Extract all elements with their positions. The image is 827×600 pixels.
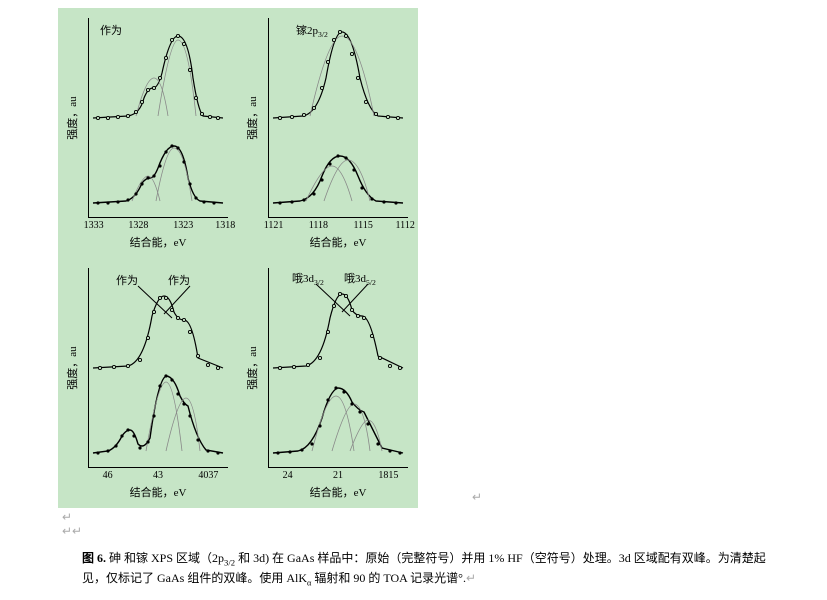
x-ticks: 46 43 4037 <box>88 470 228 484</box>
y-axis-label: 强度，au <box>64 346 80 389</box>
axis-box <box>88 268 228 468</box>
panel-label: 镓2p3/2 <box>296 22 328 39</box>
x-axis-label: 结合能，eV <box>268 234 408 250</box>
figure-panel: 作为 强度，au 1333 1328 1323 1318 结合能，eV <box>58 8 418 508</box>
y-axis-label: 强度，au <box>244 346 260 389</box>
subplot-as-3d: 作为 作为 强度，au 46 43 4037 结合能，eV <box>58 258 238 508</box>
paragraph-mark-icon: ↵ <box>472 490 482 505</box>
subplot-ga-2p: 镓2p3/2 强度，au 1121 1118 1115 1112 结合能，eV <box>238 8 418 258</box>
x-ticks: 1333 1328 1323 1318 <box>88 220 228 234</box>
spectra-bl <box>88 268 228 468</box>
figure-caption: 图 6. 砷 和镓 XPS 区域（2p3/2 和 3d) 在 GaAs 样品中：… <box>82 549 783 590</box>
x-axis-label: 结合能，eV <box>88 484 228 500</box>
paragraph-mark-icon: ↵ <box>62 524 72 539</box>
spectra-br <box>268 268 408 468</box>
x-ticks: 1121 1118 1115 1112 <box>268 220 408 234</box>
axis-box <box>268 18 408 218</box>
panel-label: 作为 <box>116 272 138 288</box>
spectra-tl <box>88 18 228 218</box>
paragraph-mark-icon: ↵ <box>72 524 82 539</box>
spectra-tr <box>268 18 408 218</box>
y-axis-label: 强度，au <box>244 96 260 139</box>
paragraph-mark-icon: ↵ <box>466 571 476 585</box>
subplot-as-2p: 作为 强度，au 1333 1328 1323 1318 结合能，eV <box>58 8 238 258</box>
x-ticks: 24 21 1815 <box>268 470 408 484</box>
axis-box <box>88 18 228 218</box>
axis-box <box>268 268 408 468</box>
x-axis-label: 结合能，eV <box>88 234 228 250</box>
panel-label-2: 作为 <box>168 272 190 288</box>
panel-label: 作为 <box>100 22 122 38</box>
panel-label: 哦3d3/2 <box>292 270 324 287</box>
caption-prefix: 图 6. <box>82 551 106 565</box>
panel-label-2: 哦3d5/2 <box>344 270 376 287</box>
subplot-ga-3d: 哦3d3/2 哦3d5/2 强度，au 24 21 1815 结合能，eV <box>238 258 418 508</box>
x-axis-label: 结合能，eV <box>268 484 408 500</box>
paragraph-mark-icon: ↵ <box>62 510 72 525</box>
y-axis-label: 强度，au <box>64 96 80 139</box>
